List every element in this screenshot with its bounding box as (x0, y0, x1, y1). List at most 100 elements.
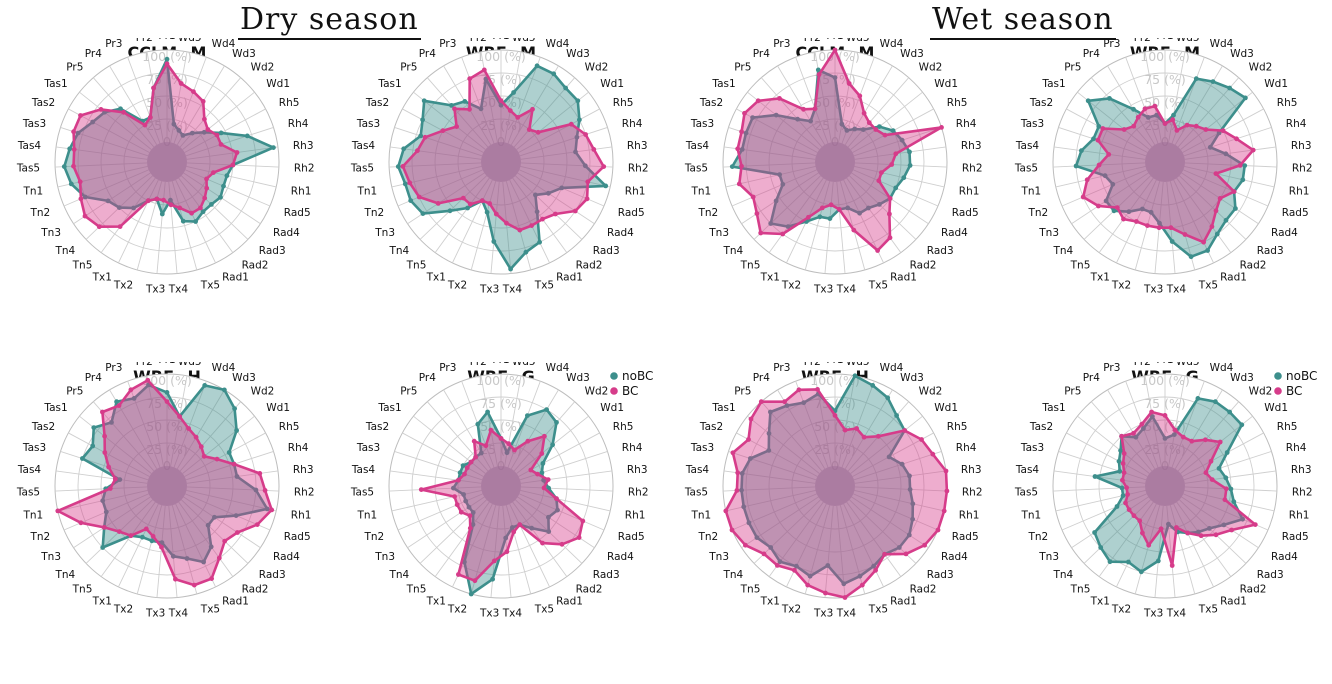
radial-tick-label: 50 (%) (146, 419, 188, 434)
series-nobc-point (1154, 112, 1159, 118)
series-bc-point (806, 214, 811, 220)
series-nobc-point (1133, 434, 1139, 440)
series-bc-point (1198, 533, 1204, 539)
series-nobc-point (1138, 569, 1144, 575)
axis-label-rad2: Rad2 (910, 260, 937, 272)
series-nobc-point (202, 383, 208, 388)
series-bc-point (517, 227, 523, 233)
series-nobc-point (463, 498, 469, 504)
series-nobc-point (475, 421, 481, 427)
series-bc-point (173, 576, 178, 582)
series-bc-point (568, 121, 574, 127)
series-bc-point (540, 216, 545, 222)
series-nobc-point (910, 501, 916, 507)
series-nobc-point (801, 400, 807, 406)
series-bc-point (493, 211, 499, 217)
series-nobc-point (574, 134, 580, 140)
series-nobc-point (839, 121, 845, 127)
grid-ring (791, 118, 879, 206)
axis-label-tn4: Tn4 (1052, 245, 1073, 257)
series-nobc-point (1103, 198, 1109, 204)
series-nobc-point (860, 127, 866, 132)
series-nobc-point (1126, 209, 1132, 215)
series-bc-point (887, 235, 893, 241)
series-nobc-point (1117, 468, 1123, 474)
axis-label-tx1: Tx1 (760, 271, 780, 283)
axis-label-pr2: Pr2 (470, 362, 487, 368)
series-nobc-point (222, 387, 227, 393)
series-bc-point (467, 525, 473, 531)
series-nobc-point (200, 209, 206, 215)
series-bc-point (828, 202, 834, 208)
series-bc-point (861, 110, 867, 116)
axis-label-rad5: Rad5 (1282, 531, 1309, 543)
axis-label-tas4: Tas4 (685, 140, 710, 152)
series-nobc-point (457, 470, 463, 476)
series-bc-point (944, 488, 950, 494)
series-nobc-point (1195, 396, 1201, 401)
axis-label-rh5: Rh5 (1277, 421, 1298, 433)
series-bc-point (78, 113, 83, 118)
series-bc-point (539, 451, 545, 456)
axis-label-rh1: Rh1 (625, 509, 646, 521)
series-nobc-area (63, 57, 275, 223)
axis-label-tx2: Tx2 (1111, 279, 1131, 291)
series-bc-point (211, 170, 216, 176)
series-nobc-point (563, 85, 568, 91)
axis-label-wd3: Wd3 (900, 372, 924, 384)
axis-label-rh2: Rh2 (1292, 487, 1313, 499)
series-nobc-point (61, 164, 67, 169)
legend-nobc-marker (1274, 372, 1282, 380)
series-bc-point (193, 434, 199, 440)
series-bc-point (254, 522, 260, 527)
series-nobc-point (899, 461, 905, 467)
series-nobc-point (131, 396, 137, 401)
series-nobc-point (1141, 426, 1146, 431)
series-bc-point (755, 98, 761, 104)
axis-label-tas3: Tas3 (690, 442, 714, 454)
axis-label-tn3: Tn3 (40, 227, 61, 239)
axis-label-pr4: Pr4 (419, 372, 436, 384)
series-bc-point (866, 120, 872, 126)
series-nobc-point (1205, 248, 1210, 253)
series-bc-point (882, 132, 888, 138)
series-nobc-point (1091, 136, 1096, 142)
axis-label-tn4: Tn4 (722, 569, 743, 581)
series-bc-point (750, 194, 756, 200)
series-bc-point (842, 427, 848, 433)
series-nobc-point (1223, 151, 1229, 157)
series-bc-point (107, 486, 113, 491)
series-bc-point (77, 179, 83, 185)
axis-label-tas3: Tas3 (1020, 118, 1044, 130)
series-bc-point (1208, 458, 1214, 464)
series-bc-point (1142, 106, 1148, 112)
series-nobc-point (1126, 559, 1131, 565)
series-nobc-point (808, 118, 813, 124)
axis-label-tn1: Tn1 (22, 185, 43, 197)
series-bc-point (71, 129, 76, 135)
grid-ring (123, 442, 211, 530)
grid-ring (100, 419, 234, 553)
series-bc-point (1217, 439, 1223, 445)
series-bc-point (842, 595, 848, 600)
axis-label-tn5: Tn5 (740, 584, 761, 596)
series-nobc-point (75, 130, 81, 136)
axis-label-pr3: Pr3 (1103, 362, 1120, 374)
series-bc-point (202, 195, 208, 201)
axis-label-rad2: Rad2 (1240, 260, 1267, 272)
axis-label-pr1: Pr1 (826, 38, 843, 42)
axis-label-tx4: Tx4 (502, 284, 523, 296)
series-nobc-point (1111, 208, 1117, 214)
series-nobc-point (845, 205, 851, 211)
series-nobc-point (1223, 217, 1229, 223)
axis-label-tx1: Tx1 (1090, 595, 1110, 607)
series-nobc-point (484, 209, 490, 215)
series-bc-point (919, 437, 924, 442)
series-bc-point (1124, 485, 1129, 491)
series-bc-point (416, 194, 422, 200)
axis-label-tx4: Tx4 (836, 284, 857, 296)
axis-label-rh4: Rh4 (622, 442, 643, 454)
series-bc-point (851, 227, 857, 233)
series-bc-point (1231, 189, 1237, 195)
series-nobc-point (234, 428, 240, 433)
